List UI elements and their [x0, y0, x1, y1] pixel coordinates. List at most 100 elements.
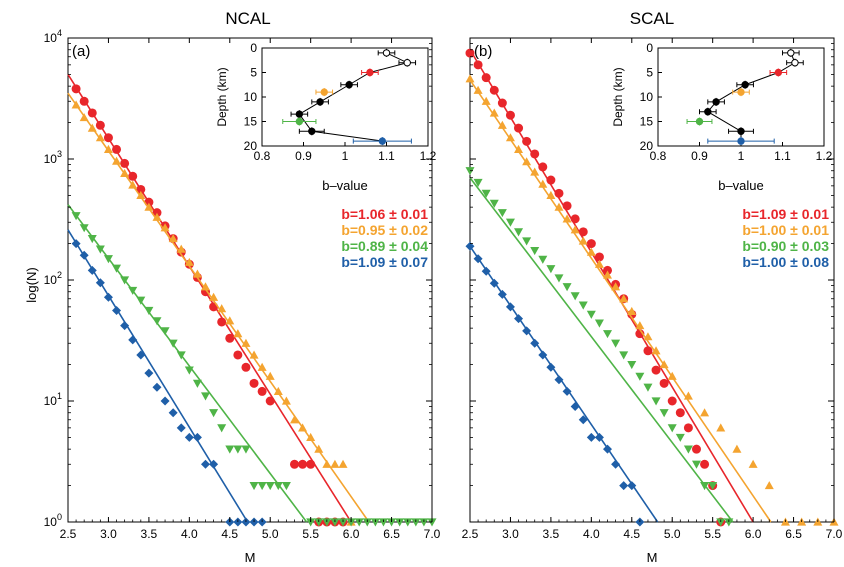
inset-point-open — [382, 49, 391, 57]
point-orange-b — [562, 214, 572, 223]
point-red-a — [209, 302, 219, 312]
point-orange-a — [217, 304, 227, 313]
point-green-a — [265, 481, 275, 491]
point-orange-a — [103, 144, 113, 154]
point-orange-a — [273, 386, 283, 396]
point-green-a — [354, 518, 364, 527]
point-green-b — [497, 209, 507, 218]
point-green-b — [675, 433, 685, 442]
point-orange-b — [473, 85, 483, 94]
point-green-b — [578, 301, 588, 310]
point-red-b — [473, 60, 483, 70]
legend-orange-b: b=1.00 ± 0.01 — [742, 222, 829, 238]
point-blue-b — [522, 326, 532, 336]
point-red-b — [675, 408, 685, 418]
point-blue-a — [95, 278, 105, 288]
point-green-b — [538, 255, 548, 264]
legend-blue-b: b=1.00 ± 0.08 — [742, 254, 829, 270]
inset-point-green — [695, 117, 704, 126]
inset-point-orange — [737, 88, 745, 96]
inset-point-black — [345, 81, 353, 89]
point-green-a — [95, 245, 105, 254]
point-red-b — [603, 265, 613, 275]
point-blue-b — [554, 375, 564, 385]
point-orange-b — [481, 96, 491, 105]
point-blue-a — [136, 350, 146, 360]
point-orange-b — [700, 408, 710, 417]
inset-b: b–value Depth (km) 0.8 0.9 1 1.1 1.2 0 5 10 15 20 — [611, 41, 833, 193]
inset-y-tick-label: 0 — [646, 41, 653, 55]
inset-point-blue — [378, 137, 387, 145]
x-tick-label: 5.0 — [664, 527, 681, 541]
point-blue-b — [562, 386, 572, 396]
panel-label-b: (b) — [474, 43, 492, 60]
point-green-a — [411, 518, 421, 527]
point-orange-b — [748, 459, 758, 468]
point-red-a — [79, 96, 89, 106]
x-tick-label: 3.5 — [543, 527, 560, 541]
point-orange-a — [265, 371, 275, 380]
point-green-a — [209, 409, 219, 418]
point-green-b — [514, 228, 524, 237]
x-tick-label: 2.5 — [60, 527, 77, 541]
point-blue-a — [128, 335, 138, 345]
inset-x-tick-label: 1.1 — [774, 149, 791, 163]
point-orange-a — [298, 423, 308, 432]
point-green-b — [522, 237, 532, 246]
point-green-b — [465, 167, 475, 176]
point-red-a — [306, 459, 316, 469]
point-orange-b — [570, 225, 580, 234]
y-axis-label: log(N) — [24, 267, 39, 302]
point-orange-a — [176, 244, 186, 253]
point-orange-a — [192, 269, 202, 278]
inset-x-tick-label: 0.8 — [254, 149, 271, 163]
x-tick-label: 3.5 — [141, 527, 158, 541]
point-orange-a — [144, 202, 154, 211]
point-red-a — [265, 396, 275, 406]
point-green-b — [530, 246, 540, 256]
point-blue-b — [619, 481, 629, 491]
point-green-b — [651, 397, 661, 406]
point-green-b — [659, 409, 669, 418]
point-blue-b — [603, 444, 613, 454]
point-orange-a — [306, 432, 316, 442]
point-orange-a — [120, 168, 130, 178]
point-red-b — [683, 423, 693, 433]
point-orange-b — [538, 179, 548, 188]
inset-y-tick-label: 10 — [640, 90, 654, 104]
x-tick-label: 4.0 — [181, 527, 198, 541]
point-orange-a — [152, 212, 162, 221]
point-green-a — [346, 518, 356, 527]
inset-x-tick-label: 0.8 — [650, 149, 667, 163]
point-blue-b — [586, 432, 596, 442]
point-orange-b — [619, 294, 629, 303]
point-blue-a — [160, 396, 170, 406]
inset-point-green — [295, 117, 304, 126]
inset-x-tick-label: 1.1 — [378, 149, 395, 163]
point-green-b — [716, 518, 726, 527]
point-red-b — [667, 396, 677, 406]
point-orange-a — [87, 123, 97, 132]
point-green-a — [395, 518, 405, 527]
inset-y-tick-label: 20 — [640, 139, 654, 153]
point-green-a — [201, 392, 211, 401]
point-red-b — [700, 459, 710, 469]
panel-title-scal: SCAL — [630, 9, 674, 28]
point-blue-b — [481, 266, 491, 276]
point-red-a — [241, 362, 251, 372]
point-orange-a — [71, 100, 81, 109]
point-green-a — [128, 286, 138, 295]
point-blue-a — [192, 432, 202, 442]
point-green-a — [176, 351, 186, 360]
point-green-b — [611, 339, 621, 348]
point-red-a — [257, 386, 267, 396]
point-orange-b — [489, 108, 499, 117]
point-green-b — [691, 460, 701, 469]
point-green-a — [217, 424, 227, 433]
inset-x-tick-label: 0.9 — [691, 149, 708, 163]
x-tick-label: 7.0 — [826, 527, 843, 541]
point-orange-a — [160, 223, 170, 232]
point-orange-a — [79, 113, 89, 122]
point-blue-a — [71, 239, 81, 249]
point-green-a — [120, 276, 130, 285]
